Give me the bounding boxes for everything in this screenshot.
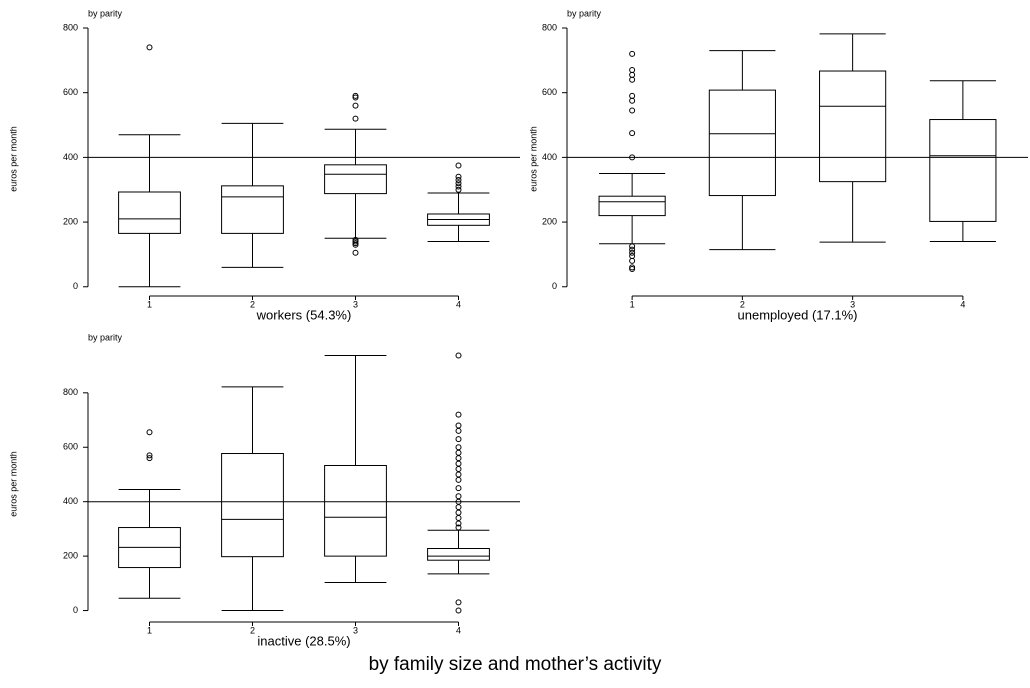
outlier — [629, 107, 636, 114]
outlier — [629, 265, 636, 272]
box — [324, 164, 387, 195]
outlier — [352, 241, 359, 248]
outlier — [455, 411, 462, 418]
y-tick-label: 600 — [63, 87, 78, 97]
outlier — [146, 429, 153, 436]
y-tick-label: 200 — [542, 216, 557, 226]
outlier — [629, 253, 636, 260]
x-axis-label: unemployed (17.1%) — [738, 307, 858, 322]
outlier — [455, 460, 462, 467]
y-tick-label: 400 — [542, 152, 557, 162]
box — [324, 464, 387, 557]
outlier — [629, 246, 636, 253]
x-tick-label: 4 — [456, 625, 461, 635]
x-axis-label: workers (54.3%) — [256, 307, 352, 322]
box — [708, 89, 776, 197]
outlier — [455, 504, 462, 511]
outlier — [629, 92, 636, 99]
outlier — [455, 599, 462, 606]
caption: by family size and mother’s activity — [369, 654, 662, 675]
subtitle: by parity — [567, 8, 602, 18]
y-tick-label: 400 — [63, 496, 78, 506]
outlier — [629, 67, 636, 74]
outlier — [629, 50, 636, 57]
y-tick-label: 800 — [63, 22, 78, 32]
y-tick-label: 400 — [63, 152, 78, 162]
y-tick-label: 200 — [63, 550, 78, 560]
outlier — [629, 76, 636, 83]
outlier — [455, 162, 462, 169]
outlier — [146, 44, 153, 51]
outlier — [629, 257, 636, 264]
outlier — [455, 524, 462, 531]
y-tick-label: 600 — [542, 87, 557, 97]
x-tick-label: 1 — [147, 625, 152, 635]
x-tick-label: 1 — [630, 299, 635, 309]
box — [598, 195, 666, 217]
outlier — [352, 102, 359, 109]
x-tick-label: 4 — [456, 299, 461, 309]
subtitle: by parity — [88, 8, 123, 18]
outlier — [455, 186, 462, 193]
y-axis-label: euros per month — [528, 126, 538, 192]
box — [819, 70, 887, 183]
x-tick-label: 3 — [353, 299, 358, 309]
x-tick-label: 3 — [850, 299, 855, 309]
y-axis-label: euros per month — [8, 126, 18, 192]
outlier — [352, 249, 359, 256]
outlier — [455, 493, 462, 500]
x-tick-label: 2 — [250, 299, 255, 309]
outlier — [455, 449, 462, 456]
outlier — [629, 71, 636, 78]
y-tick-label: 0 — [73, 281, 78, 291]
outlier — [455, 471, 462, 478]
y-tick-label: 800 — [63, 387, 78, 397]
x-axis-label: inactive (28.5%) — [257, 633, 350, 648]
y-axis-label: euros per month — [8, 451, 18, 517]
box — [929, 119, 997, 222]
outlier — [455, 352, 462, 359]
outlier — [352, 92, 359, 99]
y-tick-label: 600 — [63, 442, 78, 452]
outlier — [455, 177, 462, 184]
outlier — [455, 436, 462, 443]
outlier — [629, 97, 636, 104]
x-tick-label: 1 — [147, 299, 152, 309]
y-tick-label: 0 — [73, 605, 78, 615]
outlier — [629, 130, 636, 137]
outlier — [455, 180, 462, 187]
outlier — [146, 455, 153, 462]
outlier — [455, 466, 462, 473]
outlier — [629, 243, 636, 250]
outlier — [455, 455, 462, 462]
outlier — [455, 427, 462, 434]
outlier — [146, 452, 153, 459]
outlier — [455, 476, 462, 483]
x-tick-label: 4 — [960, 299, 965, 309]
outlier — [455, 515, 462, 522]
outlier — [455, 509, 462, 516]
outlier — [455, 444, 462, 451]
outlier — [629, 154, 636, 161]
outlier — [455, 422, 462, 429]
box — [427, 548, 490, 561]
x-tick-label: 2 — [250, 625, 255, 635]
outlier — [455, 173, 462, 180]
y-tick-label: 0 — [552, 281, 557, 291]
outlier — [455, 183, 462, 190]
y-tick-label: 800 — [542, 22, 557, 32]
subtitle: by parity — [88, 332, 123, 342]
outlier — [455, 485, 462, 492]
box — [118, 191, 181, 234]
box — [221, 453, 284, 558]
x-tick-label: 2 — [740, 299, 745, 309]
y-tick-label: 200 — [63, 216, 78, 226]
outlier — [629, 249, 636, 256]
outlier — [455, 607, 462, 614]
outlier — [352, 115, 359, 122]
box — [221, 185, 284, 234]
x-tick-label: 3 — [353, 625, 358, 635]
